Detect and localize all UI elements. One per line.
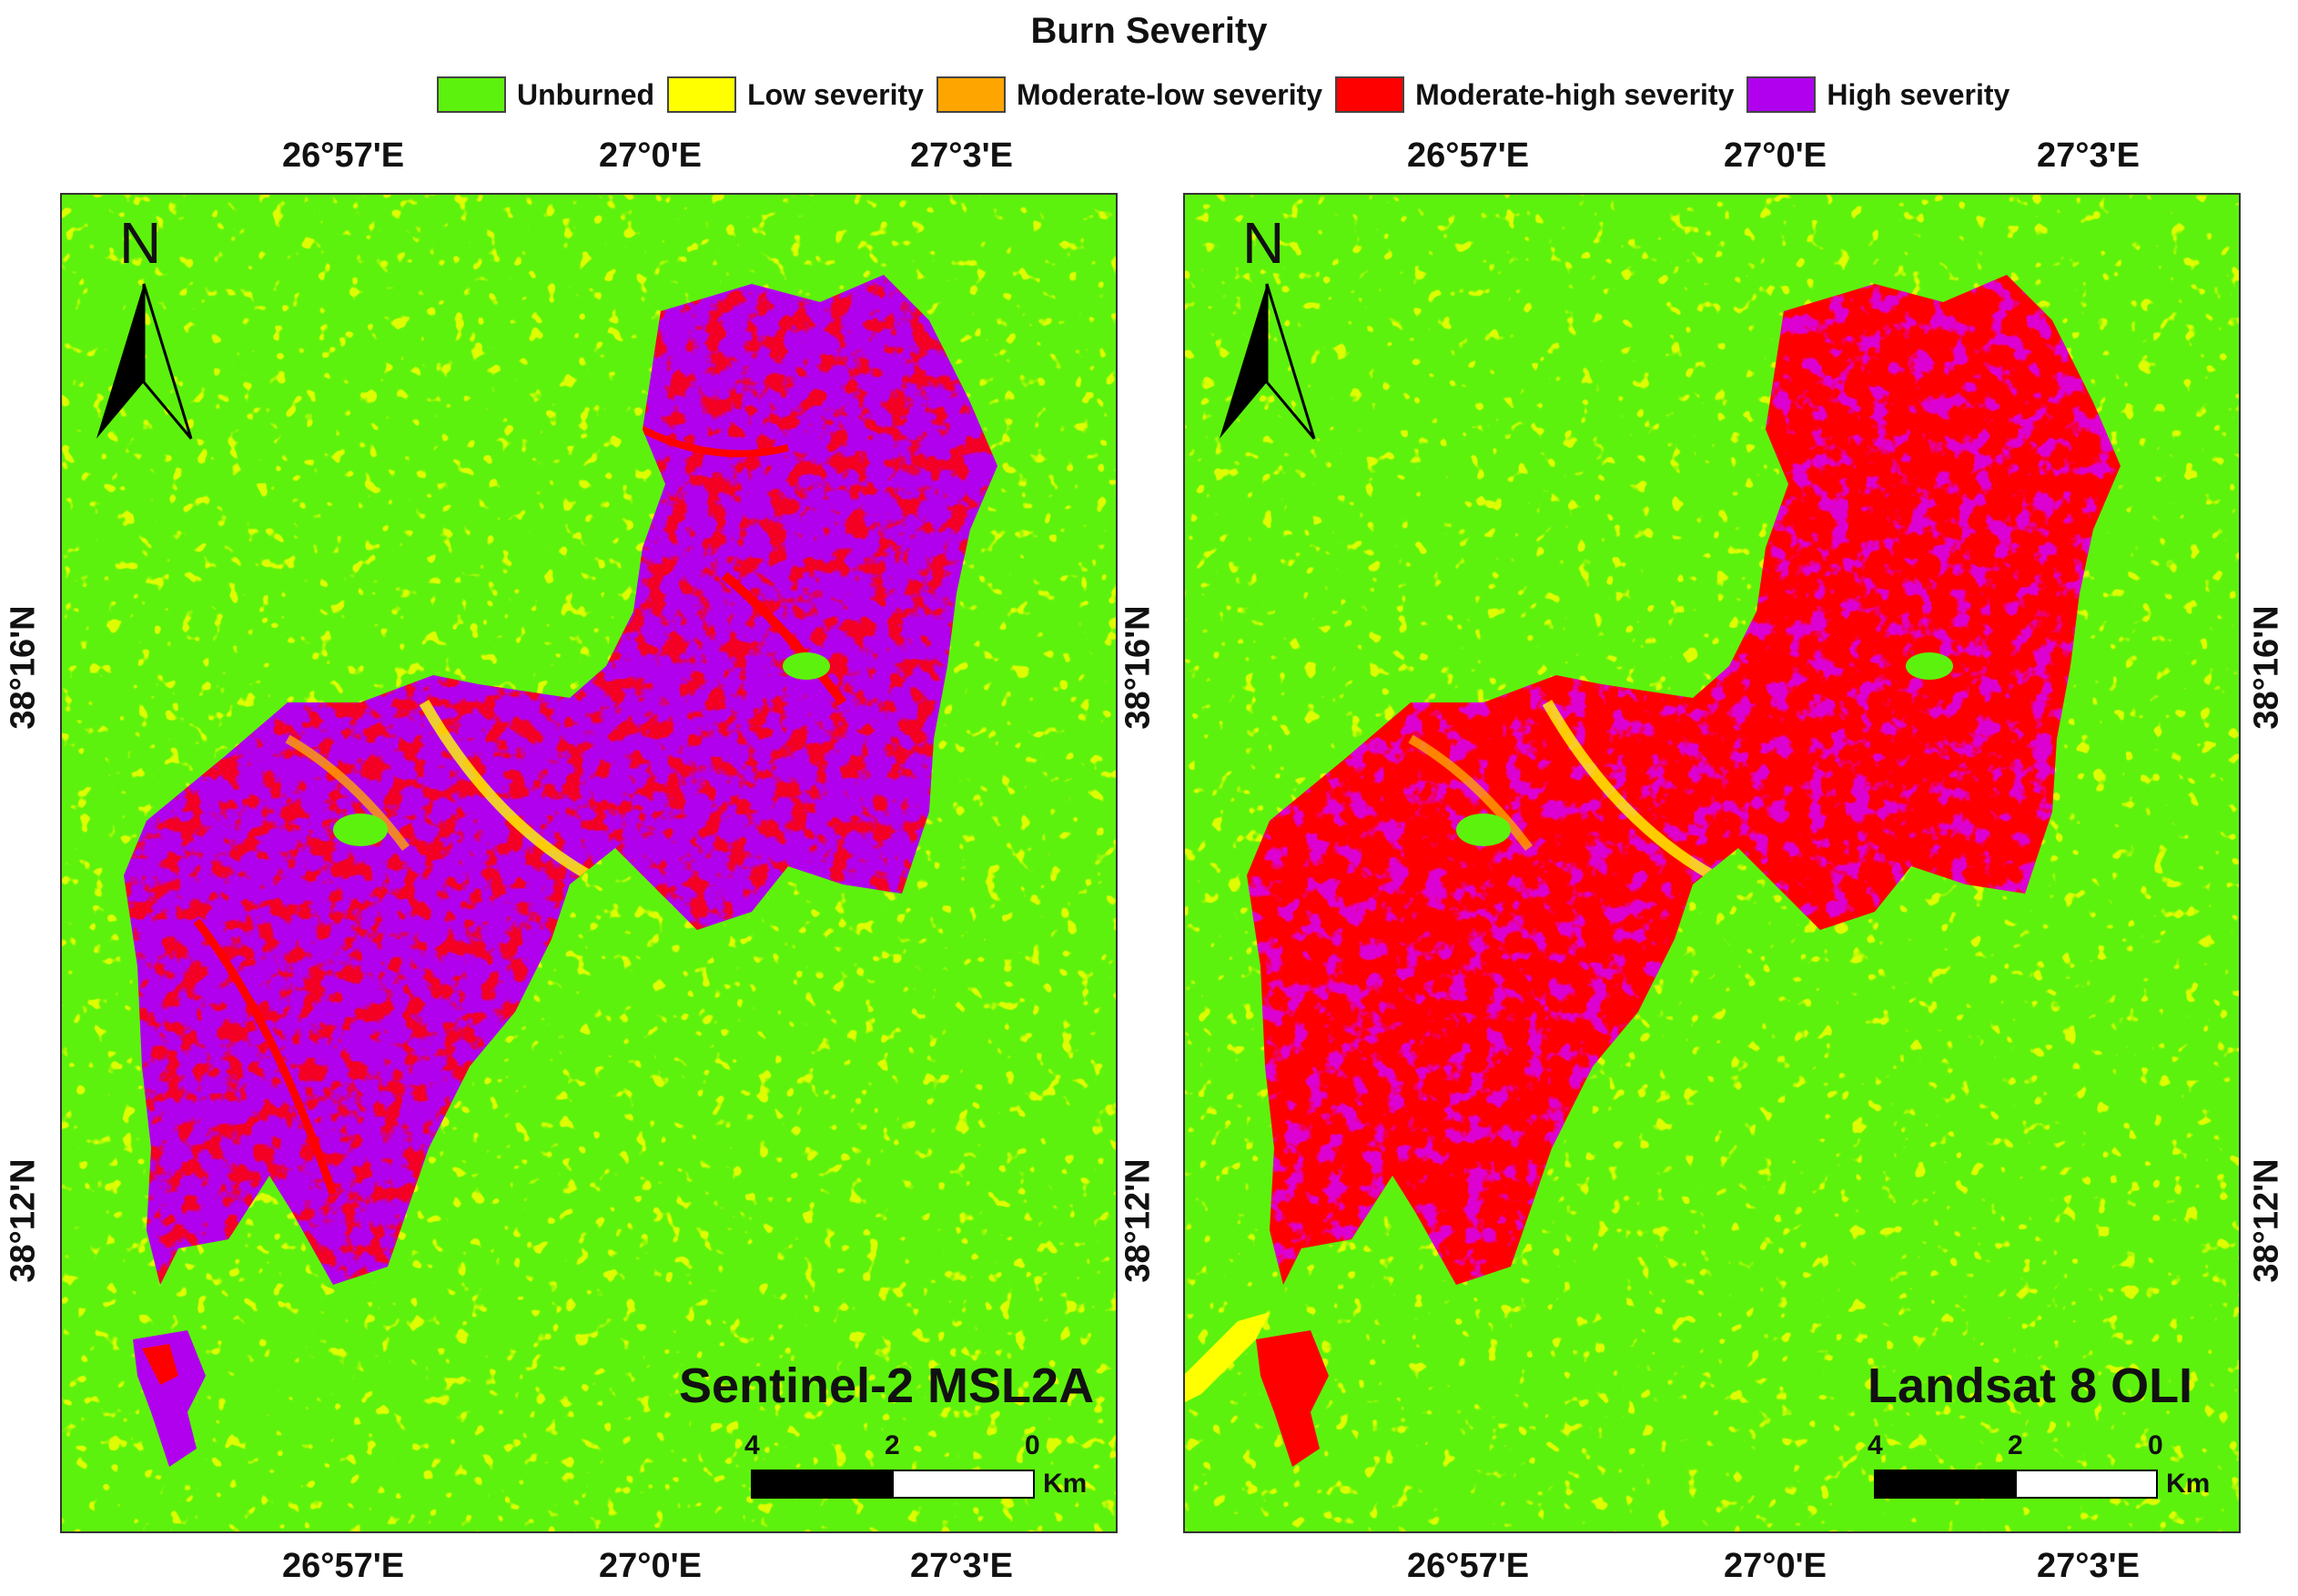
- lon-tick-top: 27°3'E: [2037, 136, 2140, 175]
- scale-unit: Km: [2166, 1469, 2211, 1499]
- lat-tick-right: 38°16'N: [2247, 605, 2286, 730]
- lon-tick-bottom: 27°3'E: [910, 1547, 1013, 1585]
- legend-item-low: Low severity: [667, 76, 924, 113]
- legend-item-moderate-high: Moderate-high severity: [1335, 76, 1734, 113]
- north-arrow-icon: [1220, 283, 1316, 439]
- scale-bar: [751, 1470, 1035, 1499]
- lat-tick-middle: 38°16'N: [1119, 605, 1158, 730]
- lon-tick-top: 27°0'E: [1724, 136, 1827, 175]
- lon-tick-top: 26°57'E: [282, 136, 405, 175]
- scale-unit: Km: [1043, 1469, 1088, 1499]
- north-arrow-icon: [96, 283, 193, 439]
- scale-label: 0: [2148, 1430, 2163, 1460]
- lon-tick-bottom: 27°0'E: [599, 1547, 702, 1585]
- scale-label: 4: [1868, 1430, 1883, 1460]
- legend-label: High severity: [1827, 77, 2010, 111]
- lon-tick-top: 27°0'E: [599, 136, 702, 175]
- burn-severity-map: [60, 193, 1118, 1533]
- legend-label: Low severity: [747, 77, 924, 111]
- legend-item-high: High severity: [1746, 76, 2009, 113]
- legend: Unburned Low severity Moderate-low sever…: [437, 76, 2022, 113]
- lon-tick-top: 26°57'E: [1407, 136, 1530, 175]
- legend-item-moderate-low: Moderate-low severity: [936, 76, 1322, 113]
- legend-swatch-low: [667, 76, 737, 113]
- lat-tick-right: 38°12'N: [2247, 1158, 2286, 1283]
- map-title: Sentinel-2 MSL2A: [679, 1359, 1095, 1413]
- legend-label: Unburned: [517, 77, 655, 111]
- legend-title: Burn Severity: [1030, 11, 1268, 51]
- legend-swatch-moderate-low: [936, 76, 1006, 113]
- legend-swatch-high: [1746, 76, 1817, 113]
- lat-tick-left: 38°16'N: [4, 605, 43, 730]
- lon-tick-bottom: 27°0'E: [1724, 1547, 1827, 1585]
- north-label: N: [1242, 210, 1285, 276]
- map-panel-sentinel: N Sentinel-2 MSL2A 4 2 0 Km: [60, 193, 1118, 1533]
- scale-label: 2: [2008, 1430, 2023, 1460]
- lat-tick-middle: 38°12'N: [1119, 1158, 1158, 1283]
- lon-tick-bottom: 26°57'E: [282, 1547, 405, 1585]
- legend-swatch-moderate-high: [1335, 76, 1405, 113]
- lon-tick-bottom: 27°3'E: [2037, 1547, 2140, 1585]
- scale-bar: [1874, 1470, 2158, 1499]
- legend-item-unburned: Unburned: [437, 76, 654, 113]
- lon-tick-bottom: 26°57'E: [1407, 1547, 1530, 1585]
- lon-tick-top: 27°3'E: [910, 136, 1013, 175]
- map-panel-landsat: N Landsat 8 OLI 4 2 0 Km: [1183, 193, 2241, 1533]
- lat-tick-left: 38°12'N: [4, 1158, 43, 1283]
- scale-label: 2: [885, 1430, 900, 1460]
- legend-swatch-unburned: [437, 76, 506, 113]
- north-label: N: [119, 210, 162, 276]
- map-title: Landsat 8 OLI: [1868, 1359, 2193, 1413]
- scale-label: 4: [744, 1430, 760, 1460]
- legend-label: Moderate-low severity: [1016, 77, 1323, 111]
- legend-label: Moderate-high severity: [1415, 77, 1735, 111]
- scale-label: 0: [1025, 1430, 1040, 1460]
- burn-severity-map: [1183, 193, 2241, 1533]
